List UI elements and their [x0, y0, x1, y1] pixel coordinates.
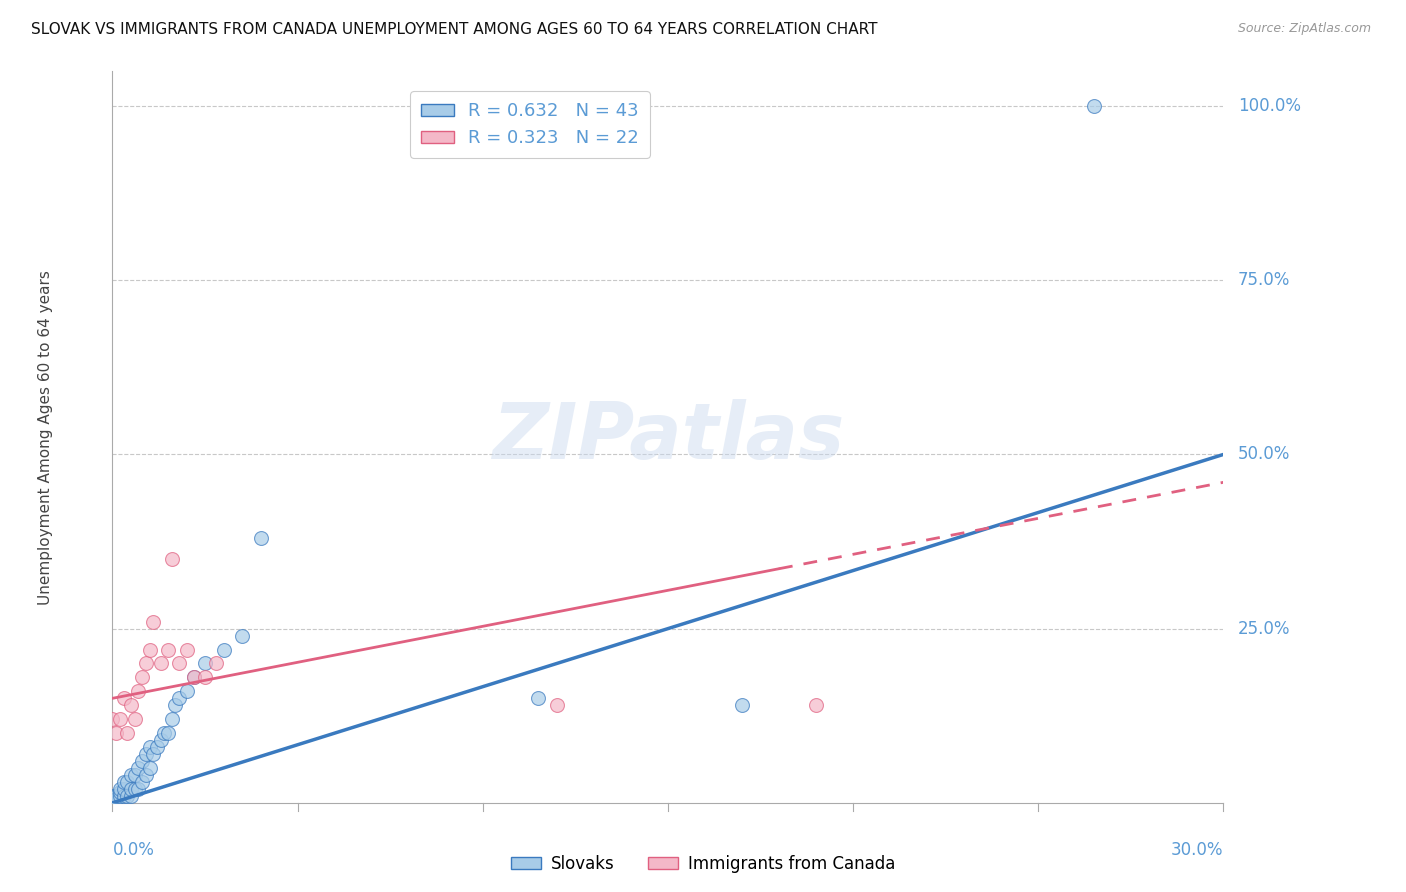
Point [135, 657, 157, 671]
Point [124, 768, 146, 782]
Point [127, 761, 149, 775]
Point [205, 657, 228, 671]
Point [167, 691, 190, 706]
Legend: Slovaks, Immigrants from Canada: Slovaks, Immigrants from Canada [505, 848, 901, 880]
Point [124, 781, 146, 796]
Point [194, 670, 217, 684]
Point [108, 785, 131, 799]
Point [112, 775, 135, 789]
Point [194, 657, 217, 671]
Point [183, 670, 205, 684]
Point [138, 761, 160, 775]
Text: ZIPatlas: ZIPatlas [492, 399, 844, 475]
Point [249, 531, 271, 545]
Point [1083, 99, 1105, 113]
Point [135, 747, 157, 761]
Point [131, 754, 153, 768]
Text: Unemployment Among Ages 60 to 64 years: Unemployment Among Ages 60 to 64 years [38, 269, 53, 605]
Point [120, 698, 142, 713]
Point [112, 789, 135, 803]
Point [112, 691, 135, 706]
Point [546, 698, 568, 713]
Text: 50.0%: 50.0% [1239, 445, 1291, 464]
Point [105, 789, 128, 803]
Point [105, 792, 128, 806]
Text: 30.0%: 30.0% [1171, 841, 1223, 859]
Point [157, 726, 180, 740]
Point [527, 691, 550, 706]
Point [183, 670, 205, 684]
Point [101, 796, 124, 810]
Point [231, 629, 253, 643]
Text: 25.0%: 25.0% [1239, 620, 1291, 638]
Text: 100.0%: 100.0% [1239, 97, 1301, 115]
Point [101, 712, 124, 726]
Point [101, 792, 124, 806]
Point [131, 775, 153, 789]
Point [160, 552, 183, 566]
Point [135, 768, 157, 782]
Point [146, 740, 169, 755]
Point [138, 642, 160, 657]
Point [165, 698, 187, 713]
Point [149, 657, 172, 671]
Text: Source: ZipAtlas.com: Source: ZipAtlas.com [1237, 22, 1371, 36]
Point [124, 712, 146, 726]
Point [804, 698, 827, 713]
Text: 0.0%: 0.0% [112, 841, 155, 859]
Point [142, 747, 165, 761]
Point [101, 789, 124, 803]
Point [731, 698, 754, 713]
Legend: R = 0.632   N = 43, R = 0.323   N = 22: R = 0.632 N = 43, R = 0.323 N = 22 [411, 91, 650, 158]
Point [105, 726, 128, 740]
Point [153, 726, 176, 740]
Point [142, 615, 165, 629]
Point [108, 789, 131, 803]
Point [120, 768, 142, 782]
Point [127, 684, 149, 698]
Point [176, 684, 198, 698]
Text: 75.0%: 75.0% [1239, 271, 1291, 289]
Point [112, 781, 135, 796]
Point [120, 789, 142, 803]
Point [117, 726, 139, 740]
Point [127, 781, 149, 796]
Point [120, 781, 142, 796]
Point [167, 657, 190, 671]
Point [212, 642, 235, 657]
Point [117, 789, 139, 803]
Point [176, 642, 198, 657]
Point [117, 775, 139, 789]
Point [149, 733, 172, 747]
Text: SLOVAK VS IMMIGRANTS FROM CANADA UNEMPLOYMENT AMONG AGES 60 TO 64 YEARS CORRELAT: SLOVAK VS IMMIGRANTS FROM CANADA UNEMPLO… [31, 22, 877, 37]
Point [157, 642, 180, 657]
Point [160, 712, 183, 726]
Point [108, 712, 131, 726]
Point [108, 781, 131, 796]
Point [138, 740, 160, 755]
Point [131, 670, 153, 684]
